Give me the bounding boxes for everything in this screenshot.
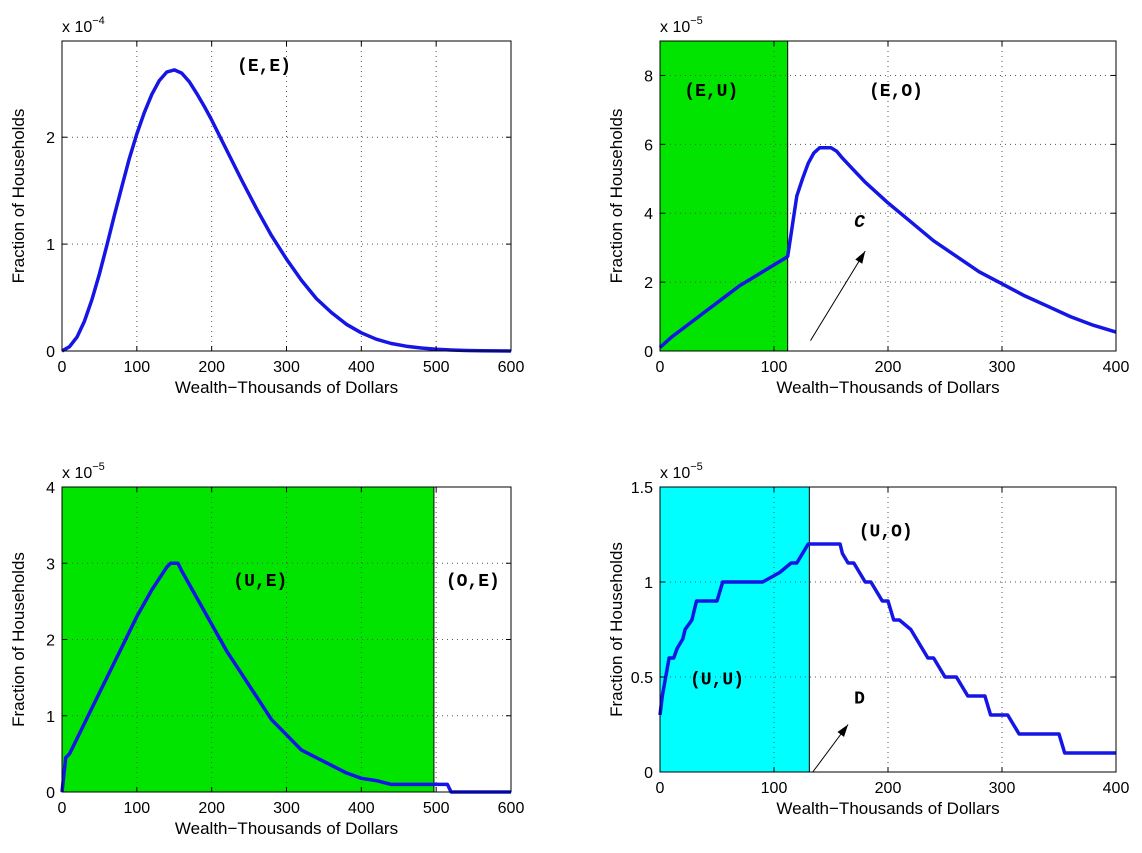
shaded-region [659,486,810,773]
y-exponent-label: x 10−5 [660,15,703,36]
data-series-line [61,68,512,353]
y-axis-label: Fraction of Households [607,542,626,717]
annotation-label: D [854,690,865,710]
data-series-line [658,542,1116,755]
y-tick-label: 1.5 [631,480,653,497]
x-tick-label: 300 [273,800,300,817]
annotation-label: (U,O) [859,522,913,542]
x-tick-label: 300 [273,359,300,376]
y-axis-label: Fraction of Households [9,552,28,727]
x-tick-label: 200 [875,359,902,376]
annotation-arrow-head [855,251,866,264]
x-axis-label: Wealth−Thousands of Dollars [175,378,398,397]
x-tick-label: 600 [498,359,525,376]
subplot-tl: 0 100 200 300 400 500 600 0 1 2 x 10−4 Wealth−Thous… [9,15,524,397]
x-tick-label: 200 [198,359,225,376]
y-tick-label: 0 [46,785,55,802]
x-tick-label: 400 [1103,780,1130,797]
annotation-label: (O,E) [446,572,500,592]
y-exponent-label: x 10−5 [62,461,105,482]
y-tick-label: 1 [46,237,55,254]
subplot-br: 0 100 200 300 400 0 0.5 1 1.5 x 10−5 Wealth−Thousa… [607,461,1129,818]
y-tick-label: 6 [644,137,653,154]
x-tick-label: 600 [498,800,525,817]
y-tick-label: 8 [644,68,653,85]
annotation-label: (U,U) [690,671,744,691]
y-exponent-label: x 10−4 [62,15,105,36]
x-tick-label: 300 [989,780,1016,797]
y-tick-label: 0 [46,344,55,361]
y-tick-label: 4 [644,206,653,223]
x-tick-label: 200 [198,800,225,817]
y-exponent-label: x 10−5 [660,461,703,482]
data-series-line [60,561,511,794]
x-tick-label: 500 [423,800,450,817]
y-tick-label: 2 [644,275,653,292]
x-tick-label: 0 [58,800,67,817]
annotation-label: C [854,213,865,233]
subplot-bl: 0 100 200 300 400 500 600 0 1 2 3 4 x 10−5 Wealth−Tho… [9,461,524,838]
annotation-arrow-shaft [810,250,866,341]
x-axis-label: Wealth−Thousands of Dollars [175,819,398,838]
x-tick-label: 300 [989,359,1016,376]
data-series-line [658,146,1117,349]
x-axis-label: Wealth−Thousands of Dollars [776,799,999,818]
y-tick-label: 0 [644,765,653,782]
y-tick-label: 3 [46,556,55,573]
x-tick-label: 100 [761,780,788,797]
x-tick-label: 100 [123,359,150,376]
subplot-tr: 0 100 200 300 400 0 2 4 6 8 x 10−5 Wealth−Thousands… [607,15,1129,397]
x-tick-label: 200 [875,780,902,797]
x-tick-label: 400 [1103,359,1130,376]
y-axis-label: Fraction of Households [9,109,28,284]
x-tick-label: 500 [423,359,450,376]
y-tick-label: 4 [46,480,55,497]
y-tick-label: 1 [644,575,653,592]
annotation-label: (E,E) [237,57,291,77]
annotation-arrow-head [837,724,849,737]
x-tick-label: 400 [348,800,375,817]
annotation-label: (E,U) [684,82,738,102]
x-tick-label: 100 [761,359,788,376]
y-tick-label: 2 [46,130,55,147]
x-tick-label: 0 [58,359,67,376]
y-tick-label: 0.5 [631,670,653,687]
y-tick-label: 0 [644,344,653,361]
annotation-label: (U,E) [233,572,287,592]
annotation-label: (E,O) [869,82,923,102]
y-tick-label: 1 [46,709,55,726]
x-axis-label: Wealth−Thousands of Dollars [776,378,999,397]
x-tick-label: 0 [656,780,665,797]
x-tick-label: 400 [348,359,375,376]
y-axis-label: Fraction of Households [607,109,626,284]
x-tick-label: 100 [123,800,150,817]
x-tick-label: 0 [656,359,665,376]
y-tick-label: 2 [46,633,55,650]
